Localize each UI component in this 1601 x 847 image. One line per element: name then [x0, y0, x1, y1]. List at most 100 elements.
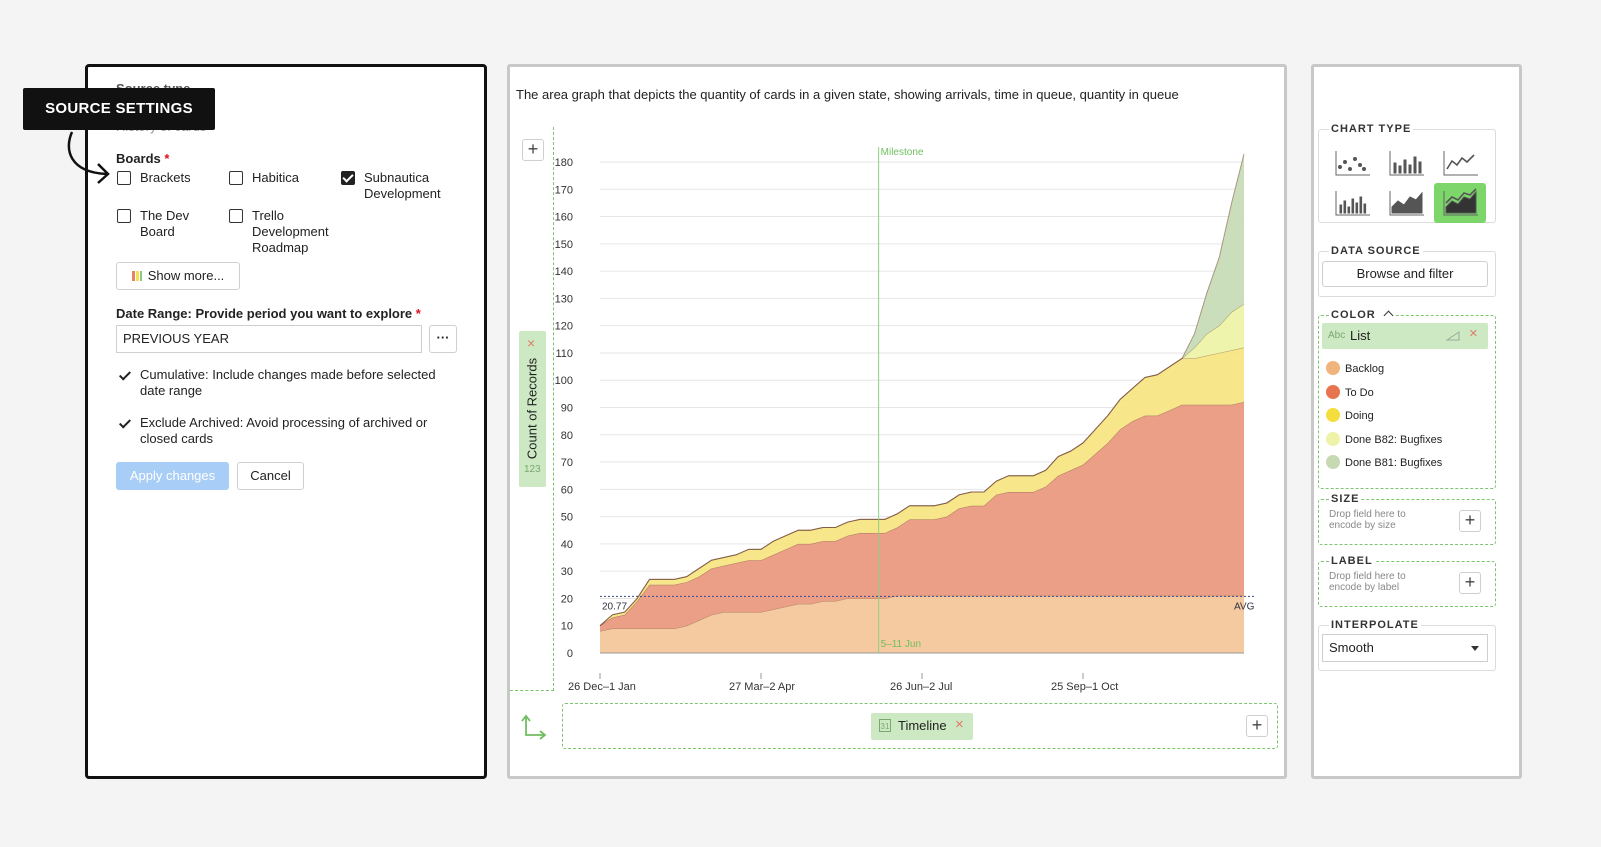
board-label-trello: Trello Development Roadmap — [252, 208, 329, 255]
add-y-field-button[interactable]: + — [522, 139, 544, 161]
dot-bar-chart-icon — [1335, 191, 1370, 216]
board-checkbox-subnautica[interactable] — [341, 171, 355, 185]
calendar-icon: 31 — [879, 719, 891, 732]
boards-label-text: Boards — [116, 151, 161, 166]
legend-item[interactable]: To Do — [1345, 386, 1374, 399]
y-tick-label: 20 — [561, 593, 573, 605]
y-tick-label: 50 — [561, 512, 573, 524]
x-tick-label: 26 Jun–2 Jul — [890, 681, 952, 693]
area-series-line — [599, 595, 1244, 632]
chart-description: The area graph that depicts the quantity… — [516, 87, 1179, 102]
y-tick-label: 170 — [555, 184, 573, 196]
line-chart-icon — [1443, 151, 1478, 176]
y-tick-label: 0 — [567, 648, 573, 660]
average-value-label: 20.77 — [602, 601, 627, 612]
show-more-button[interactable]: Show more... — [116, 262, 240, 290]
apply-changes-button[interactable]: Apply changes — [116, 462, 229, 490]
source-settings-tooltip: SOURCE SETTINGS — [23, 88, 215, 130]
cumulative-label: Cumulative: Include changes made before … — [140, 367, 436, 398]
color-title-text: COLOR — [1331, 309, 1376, 321]
color-title: COLOR — [1329, 309, 1394, 321]
date-range-picker-button[interactable]: ··· — [429, 325, 457, 353]
y-tick-label: 100 — [555, 375, 573, 387]
x-tick-label: 25 Sep–1 Oct — [1051, 681, 1118, 693]
board-label-subnautica: Subnautica Development — [364, 170, 441, 201]
color-field-label: List — [1350, 328, 1371, 343]
legend-item[interactable]: Done B82: Bugfixes — [1345, 433, 1443, 446]
legend-swatch — [1326, 431, 1340, 446]
bar-chart-icon — [1389, 151, 1424, 176]
y-field-label: Count of Records — [524, 357, 540, 460]
board-checkbox-trello[interactable] — [229, 209, 243, 223]
exclude-archived-label: Exclude Archived: Avoid processing of ar… — [140, 415, 428, 446]
legend-swatch — [1326, 384, 1340, 399]
board-label-habitica: Habitica — [252, 170, 299, 185]
chart-config-panel: CHART TYPE DATA SOURCE Browse and filter… — [1311, 64, 1522, 779]
size-hint: Drop field here to encode by size — [1329, 509, 1406, 531]
legend-item[interactable]: Doing — [1345, 410, 1374, 422]
boards-label: Boards * — [116, 151, 169, 166]
chart-type-stacked-area-chart[interactable] — [1434, 183, 1486, 223]
exclude-archived-checkbox[interactable] — [119, 418, 131, 430]
y-tick-label: 180 — [555, 157, 573, 169]
legend-swatch — [1326, 455, 1340, 469]
legend-swatch — [1326, 361, 1340, 375]
board-checkbox-brackets[interactable] — [117, 171, 131, 185]
milestone-label: Milestone — [881, 147, 924, 158]
chart-type-dot-bar-chart[interactable] — [1326, 183, 1378, 223]
x-field-label: Timeline — [898, 718, 947, 733]
label-drop-zone[interactable] — [1318, 561, 1496, 607]
interpolate-title: INTERPOLATE — [1329, 619, 1421, 631]
area-chart: 0 10 20 30 40 50 60 70 80 90 100 110 120 130 140 150 160… — [555, 147, 1255, 693]
chart-type-title: CHART TYPE — [1329, 123, 1414, 135]
chart-type-bar-chart[interactable] — [1380, 143, 1432, 183]
area-series-backlog — [600, 595, 1244, 653]
legend-swatch — [1326, 408, 1340, 422]
chart-type-scatter-chart[interactable] — [1326, 143, 1378, 183]
swap-axes-icon[interactable] — [520, 713, 548, 741]
color-drop-zone[interactable] — [1318, 315, 1496, 489]
remove-color-field-icon[interactable]: × — [1469, 325, 1478, 342]
required-mark: * — [415, 306, 421, 321]
interpolate-select[interactable]: Smooth — [1322, 634, 1488, 662]
size-drop-zone[interactable] — [1318, 499, 1496, 545]
x-axis-drop-zone[interactable] — [562, 703, 1278, 749]
cumulative-checkbox[interactable] — [119, 370, 131, 382]
show-more-label: Show more... — [147, 268, 225, 283]
y-tick-label: 150 — [555, 239, 573, 251]
chart-panel: The area graph that depicts the quantity… — [507, 64, 1287, 779]
board-checkbox-dev-board[interactable] — [117, 209, 131, 223]
color-field-chip[interactable]: Abc List × — [1322, 323, 1488, 349]
area-series-doing — [600, 347, 1244, 626]
remove-x-field-icon[interactable]: × — [955, 716, 964, 733]
y-field-chip[interactable]: × Count of Records 123 — [519, 331, 546, 487]
board-label-brackets: Brackets — [140, 170, 191, 185]
label-title: LABEL — [1329, 555, 1375, 567]
date-range-input[interactable]: PREVIOUS YEAR — [116, 325, 422, 353]
x-field-chip[interactable]: 31 Timeline × — [871, 713, 973, 740]
chevron-up-icon[interactable] — [1383, 310, 1394, 321]
y-axis-drop-zone[interactable] — [510, 127, 554, 691]
scatter-chart-icon — [1335, 151, 1370, 176]
y-tick-label: 80 — [561, 430, 573, 442]
browse-filter-button[interactable]: Browse and filter — [1322, 261, 1488, 287]
add-label-field-button[interactable]: + — [1459, 572, 1481, 594]
area-series-line — [599, 153, 1245, 627]
legend-item[interactable]: Backlog — [1345, 363, 1385, 375]
y-tick-label: 160 — [555, 212, 573, 224]
ramp-icon[interactable] — [1446, 331, 1460, 341]
board-label-dev-board: The Dev Board — [140, 208, 190, 239]
date-range-label-text: Date Range: Provide period you want to e… — [116, 306, 413, 321]
chart-type-area-chart[interactable] — [1380, 183, 1432, 223]
board-checkbox-habitica[interactable] — [229, 171, 243, 185]
legend-item[interactable]: Done B81: Bugfixes — [1345, 457, 1443, 469]
remove-y-field-icon[interactable]: × — [527, 335, 536, 351]
tooltip-arrow-icon — [67, 131, 110, 184]
data-source-title: DATA SOURCE — [1329, 245, 1423, 257]
interpolate-value: Smooth — [1329, 640, 1374, 655]
y-tick-label: 10 — [561, 621, 573, 633]
add-size-field-button[interactable]: + — [1459, 510, 1481, 532]
add-x-field-button[interactable]: + — [1246, 715, 1268, 737]
chart-type-line-chart[interactable] — [1434, 143, 1486, 183]
cancel-button[interactable]: Cancel — [237, 462, 304, 490]
